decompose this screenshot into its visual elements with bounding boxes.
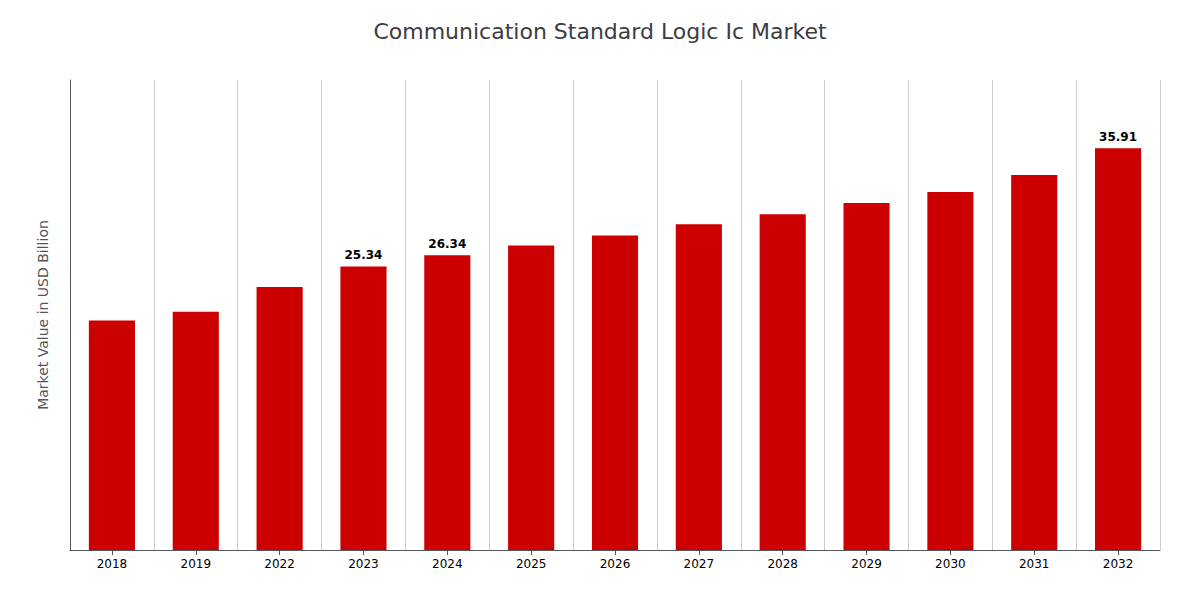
svg-text:Market Value in USD Billion: Market Value in USD Billion xyxy=(35,220,51,410)
svg-text:2022: 2022 xyxy=(264,557,295,571)
svg-text:2026: 2026 xyxy=(600,557,631,571)
svg-text:2019: 2019 xyxy=(180,557,211,571)
svg-text:2030: 2030 xyxy=(935,557,966,571)
svg-text:26.34: 26.34 xyxy=(428,237,466,251)
svg-text:2032: 2032 xyxy=(1103,557,1134,571)
svg-text:Communication Standard Logic I: Communication Standard Logic Ic Market xyxy=(373,19,827,44)
svg-text:2029: 2029 xyxy=(851,557,882,571)
svg-text:2031: 2031 xyxy=(1019,557,1050,571)
svg-text:2025: 2025 xyxy=(516,557,547,571)
svg-text:25.34: 25.34 xyxy=(344,248,382,262)
svg-text:2023: 2023 xyxy=(348,557,379,571)
svg-text:2018: 2018 xyxy=(97,557,128,571)
svg-text:35.91: 35.91 xyxy=(1099,130,1137,144)
svg-text:2028: 2028 xyxy=(767,557,798,571)
svg-text:2024: 2024 xyxy=(432,557,463,571)
svg-text:2027: 2027 xyxy=(684,557,715,571)
